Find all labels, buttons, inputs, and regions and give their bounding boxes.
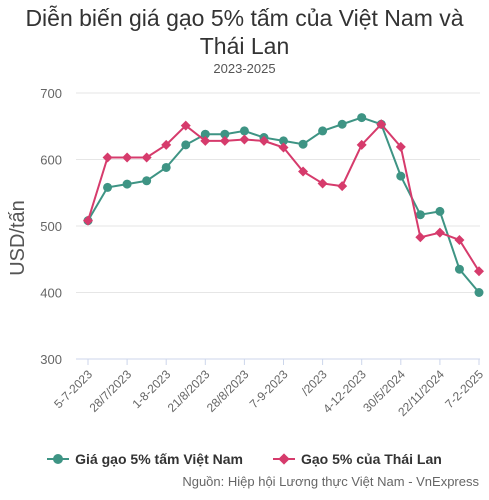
- source-note: Nguồn: Hiệp hội Lương thực Việt Nam - Vn…: [182, 474, 479, 489]
- data-point-thailand: [219, 135, 230, 146]
- y-tick-label: 300: [40, 352, 62, 367]
- x-tick-label: 7-9-2023: [247, 367, 291, 411]
- data-point-thailand: [102, 152, 113, 163]
- line-chart: 300400500600700USD/tấn5-7-202328/7/20231…: [7, 86, 486, 419]
- data-point-vietnam: [142, 176, 152, 186]
- data-point-vietnam: [122, 179, 132, 189]
- legend-item-thailand[interactable]: Gạo 5% của Thái Lan: [272, 451, 442, 467]
- data-point-vietnam: [357, 113, 367, 123]
- data-point-thailand: [317, 178, 328, 189]
- grid-layer: [76, 92, 480, 360]
- data-point-vietnam: [396, 171, 406, 181]
- legend: Giá gạo 5% tấm Việt Nam Gạo 5% của Thái …: [0, 451, 489, 467]
- y-tick-label: 400: [40, 286, 62, 301]
- data-point-thailand: [278, 142, 289, 153]
- data-point-thailand: [200, 135, 211, 146]
- data-point-thailand: [337, 181, 348, 192]
- legend-label-vietnam: Giá gạo 5% tấm Việt Nam: [75, 451, 243, 467]
- data-point-vietnam: [181, 140, 191, 150]
- data-point-thailand: [376, 119, 387, 130]
- x-tick-label: 28/8/2023: [204, 367, 252, 415]
- y-tick-label: 700: [40, 86, 62, 101]
- data-point-thailand: [356, 139, 367, 150]
- legend-label-thailand: Gạo 5% của Thái Lan: [300, 451, 442, 467]
- data-point-vietnam: [337, 119, 347, 129]
- y-tick-label: 500: [40, 219, 62, 234]
- data-point-vietnam: [454, 264, 464, 274]
- data-point-thailand: [83, 215, 93, 226]
- data-point-vietnam: [103, 182, 113, 192]
- series-layer: [83, 113, 484, 297]
- data-point-vietnam: [435, 206, 445, 216]
- x-tick-label: /2023: [299, 367, 330, 398]
- legend-diamond-icon: [272, 453, 295, 465]
- x-tick-label: 28/7/2023: [87, 367, 135, 415]
- chart-title: Diễn biến giá gạo 5% tấm của Việt Nam và…: [0, 4, 489, 60]
- legend-circle-icon: [47, 453, 70, 465]
- data-point-thailand: [415, 232, 426, 243]
- x-tick-label: 4-12-2023: [320, 367, 369, 416]
- data-point-vietnam: [220, 129, 230, 139]
- data-point-vietnam: [200, 129, 210, 139]
- data-point-vietnam: [474, 288, 484, 297]
- legend-item-vietnam[interactable]: Giá gạo 5% tấm Việt Nam: [47, 451, 243, 467]
- data-point-thailand: [454, 234, 465, 245]
- chart-subtitle: 2023-2025: [213, 61, 276, 76]
- data-point-thailand: [474, 266, 484, 277]
- data-point-thailand: [122, 152, 133, 163]
- data-point-thailand: [298, 166, 309, 177]
- data-point-thailand: [161, 139, 172, 150]
- data-point-vietnam: [415, 210, 425, 220]
- chart-title-line-2: Thái Lan: [199, 33, 290, 59]
- x-tick-label: 7-2-2025: [442, 367, 486, 411]
- data-point-thailand: [239, 134, 250, 145]
- data-point-thailand: [180, 120, 191, 131]
- data-point-thailand: [434, 227, 445, 238]
- data-point-thailand: [141, 152, 152, 163]
- data-point-thailand: [395, 141, 406, 152]
- y-axis-title: USD/tấn: [7, 200, 29, 276]
- axis-layer: 300400500600700USD/tấn5-7-202328/7/20231…: [7, 86, 486, 419]
- data-point-thailand: [258, 135, 269, 146]
- chart-title-line-1: Diễn biến giá gạo 5% tấm của Việt Nam và: [25, 5, 464, 31]
- y-tick-label: 600: [40, 153, 62, 168]
- data-point-vietnam: [279, 136, 288, 146]
- data-point-vietnam: [318, 126, 328, 136]
- data-point-vietnam: [161, 162, 171, 172]
- data-point-vietnam: [239, 126, 249, 136]
- data-point-vietnam: [298, 139, 308, 149]
